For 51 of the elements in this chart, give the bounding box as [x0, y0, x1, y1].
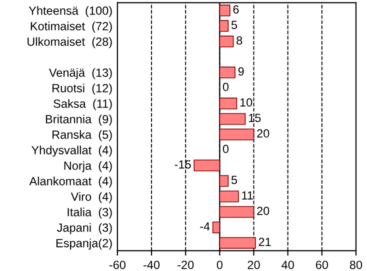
- data-label: 20: [257, 129, 270, 138]
- y-tick-label: Ranska (5): [52, 130, 112, 142]
- x-tick-label: 80: [350, 260, 362, 270]
- bar: [219, 175, 229, 187]
- bar: [219, 237, 256, 249]
- y-tick-label: Britannia (9): [46, 114, 112, 126]
- x-tick-label: 20: [248, 260, 260, 270]
- x-tick-label: 40: [282, 260, 294, 270]
- data-label: 11: [242, 191, 253, 200]
- bar: [212, 222, 220, 234]
- data-label: 5: [231, 20, 238, 30]
- bar: [219, 66, 236, 78]
- y-tick-label: Ulkomaiset (28): [28, 37, 112, 48]
- x-tick-label: -40: [144, 260, 160, 270]
- y-tick-label: Yhteensä (100): [28, 6, 112, 18]
- x-tick-label: 0: [216, 260, 222, 270]
- data-label: 20: [257, 206, 270, 216]
- y-tick-label: Italia (3): [68, 208, 112, 219]
- bar: [219, 20, 229, 32]
- bar: [219, 98, 238, 110]
- y-tick-label: Japani (3): [56, 223, 112, 234]
- bar: [219, 190, 239, 202]
- data-label: 21: [258, 238, 271, 246]
- y-tick-label: Venäjä (13): [48, 68, 112, 80]
- x-tick-label: -20: [178, 260, 194, 270]
- data-label: 0: [222, 144, 229, 154]
- data-label: 6: [233, 5, 239, 14]
- y-tick-label: Viro (4): [70, 192, 112, 204]
- y-tick-label: Saksa (11): [54, 99, 112, 110]
- bar: [219, 128, 254, 140]
- x-tick-label: 60: [316, 260, 328, 270]
- bar: [194, 160, 220, 172]
- y-tick-label: Norja (4): [64, 161, 112, 172]
- bar: [219, 206, 254, 218]
- y-tick-label: Alankomaat (4): [29, 176, 112, 188]
- data-label: 5: [231, 176, 238, 184]
- y-tick-label: Kotimaiset (72): [30, 22, 112, 33]
- data-label: -15: [174, 160, 191, 169]
- data-label: 0: [222, 82, 229, 92]
- y-tick-label: Espanja(2): [56, 238, 112, 250]
- data-label: 9: [238, 67, 244, 76]
- data-label: 15: [248, 114, 261, 122]
- bar: [219, 4, 230, 16]
- bar: [219, 113, 246, 125]
- x-tick-label: -60: [109, 260, 126, 270]
- data-label: 10: [240, 98, 252, 107]
- data-label: -4: [200, 222, 210, 230]
- y-tick-label: Ruotsi (12): [52, 84, 112, 95]
- bar: [219, 36, 234, 48]
- y-tick-label: Yhdysvallat (4): [31, 146, 112, 157]
- data-label: 8: [236, 36, 242, 45]
